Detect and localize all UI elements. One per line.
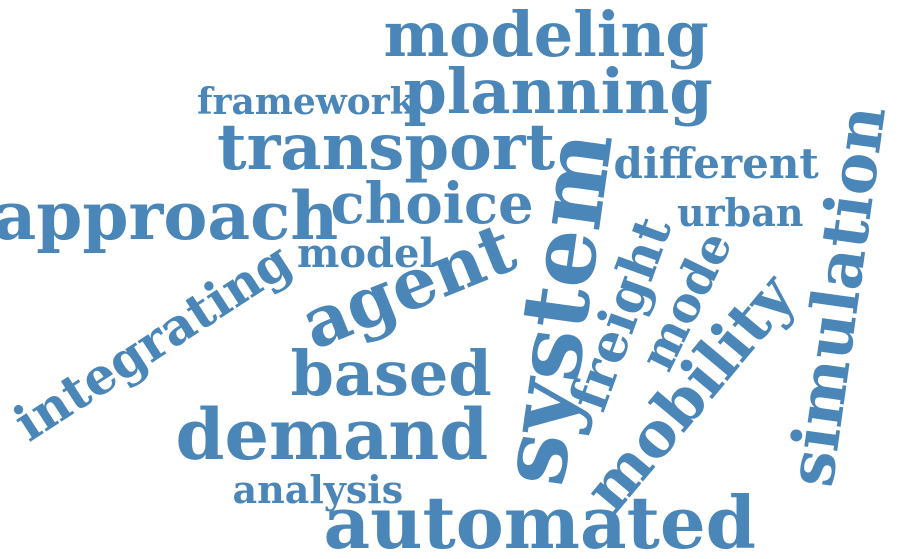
word-different: different	[613, 139, 819, 188]
word-choice: choice	[330, 171, 534, 237]
word-urban: urban	[677, 190, 804, 235]
word-modeling: modeling	[383, 0, 709, 71]
word-planning: planning	[403, 55, 713, 128]
word-automated: automated	[323, 480, 757, 559]
word-transport: transport	[217, 110, 556, 185]
word-demand: demand	[175, 393, 489, 476]
word-analysis: analysis	[232, 467, 404, 512]
word-approach: approach	[0, 177, 339, 255]
word-based: based	[290, 337, 492, 410]
word-framework: framework	[197, 81, 415, 123]
word-model: model	[297, 230, 435, 277]
